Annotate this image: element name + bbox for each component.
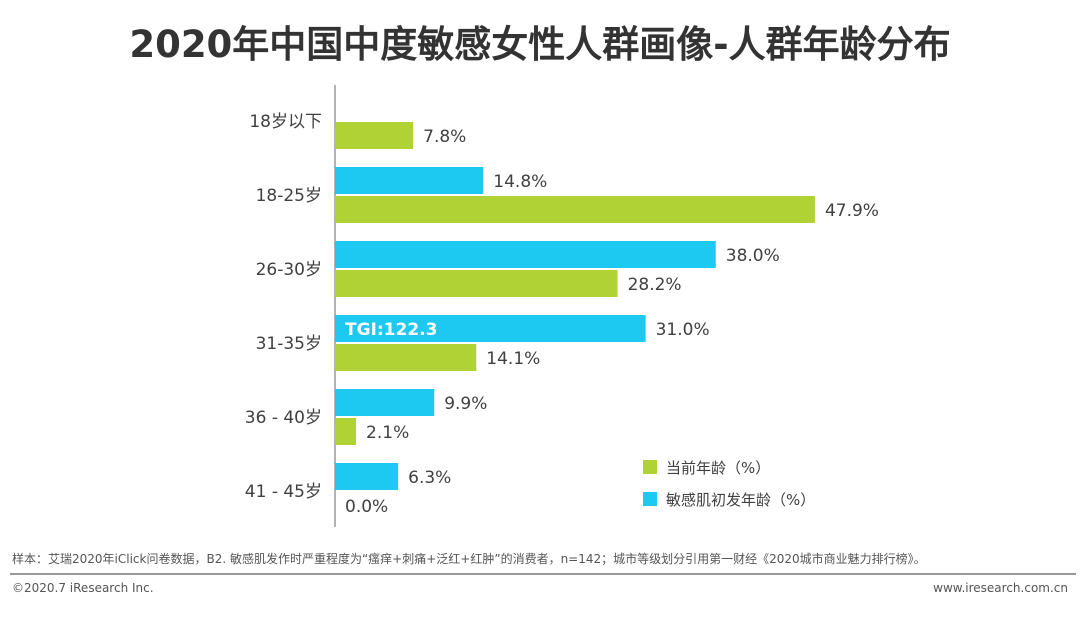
data-label: 6.3% — [408, 468, 451, 488]
category-label: 31-35岁 — [256, 334, 322, 354]
legend-swatch — [643, 492, 657, 506]
bar-initial-age — [335, 241, 716, 268]
bar-initial-age — [335, 315, 646, 342]
data-label: 2.1% — [366, 423, 409, 443]
bar-chart: 18岁以下 7.8% 18-25岁 14.8% 47.9% 26-30岁 38.0% 28.2… — [245, 85, 879, 527]
bar-initial-age — [335, 463, 399, 490]
bar-initial-age — [335, 389, 435, 416]
category-label: 18-25岁 — [256, 186, 322, 206]
footer-divider — [10, 573, 1076, 575]
category-label: 26-30岁 — [256, 260, 322, 280]
bar-current-age — [335, 418, 357, 445]
data-label: 7.8% — [423, 127, 466, 147]
category-label: 18岁以下 — [249, 112, 322, 132]
data-label: 0.0% — [345, 497, 388, 517]
bar-initial-age — [335, 167, 484, 194]
data-label: 14.1% — [486, 349, 540, 369]
data-label: 14.8% — [493, 172, 547, 192]
tgi-annotation: TGI:122.3 — [345, 320, 437, 340]
bar-current-age — [335, 122, 414, 149]
category-label: 36 - 40岁 — [245, 408, 322, 428]
legend-label: 当前年龄（%） — [666, 459, 770, 477]
copyright: ©2020.7 iResearch Inc. — [12, 581, 154, 595]
legend-label: 敏感肌初发年龄（%） — [666, 491, 815, 509]
data-label: 47.9% — [825, 201, 879, 221]
sample-note: 样本：艾瑞2020年iClick问卷数据，B2. 敏感肌发作时严重程度为“瘙痒+… — [12, 552, 926, 566]
data-label: 31.0% — [656, 320, 710, 340]
category-label: 41 - 45岁 — [245, 482, 322, 502]
page-title: 2020年中国中度敏感女性人群画像-人群年龄分布 — [129, 23, 951, 66]
bar-current-age — [335, 270, 618, 297]
legend-swatch — [643, 460, 657, 474]
data-label: 9.9% — [444, 394, 487, 414]
website-link[interactable]: www.iresearch.com.cn — [933, 581, 1068, 595]
data-label: 28.2% — [628, 275, 682, 295]
data-label: 38.0% — [726, 246, 780, 266]
bar-current-age — [335, 196, 815, 223]
bar-current-age — [335, 344, 477, 371]
